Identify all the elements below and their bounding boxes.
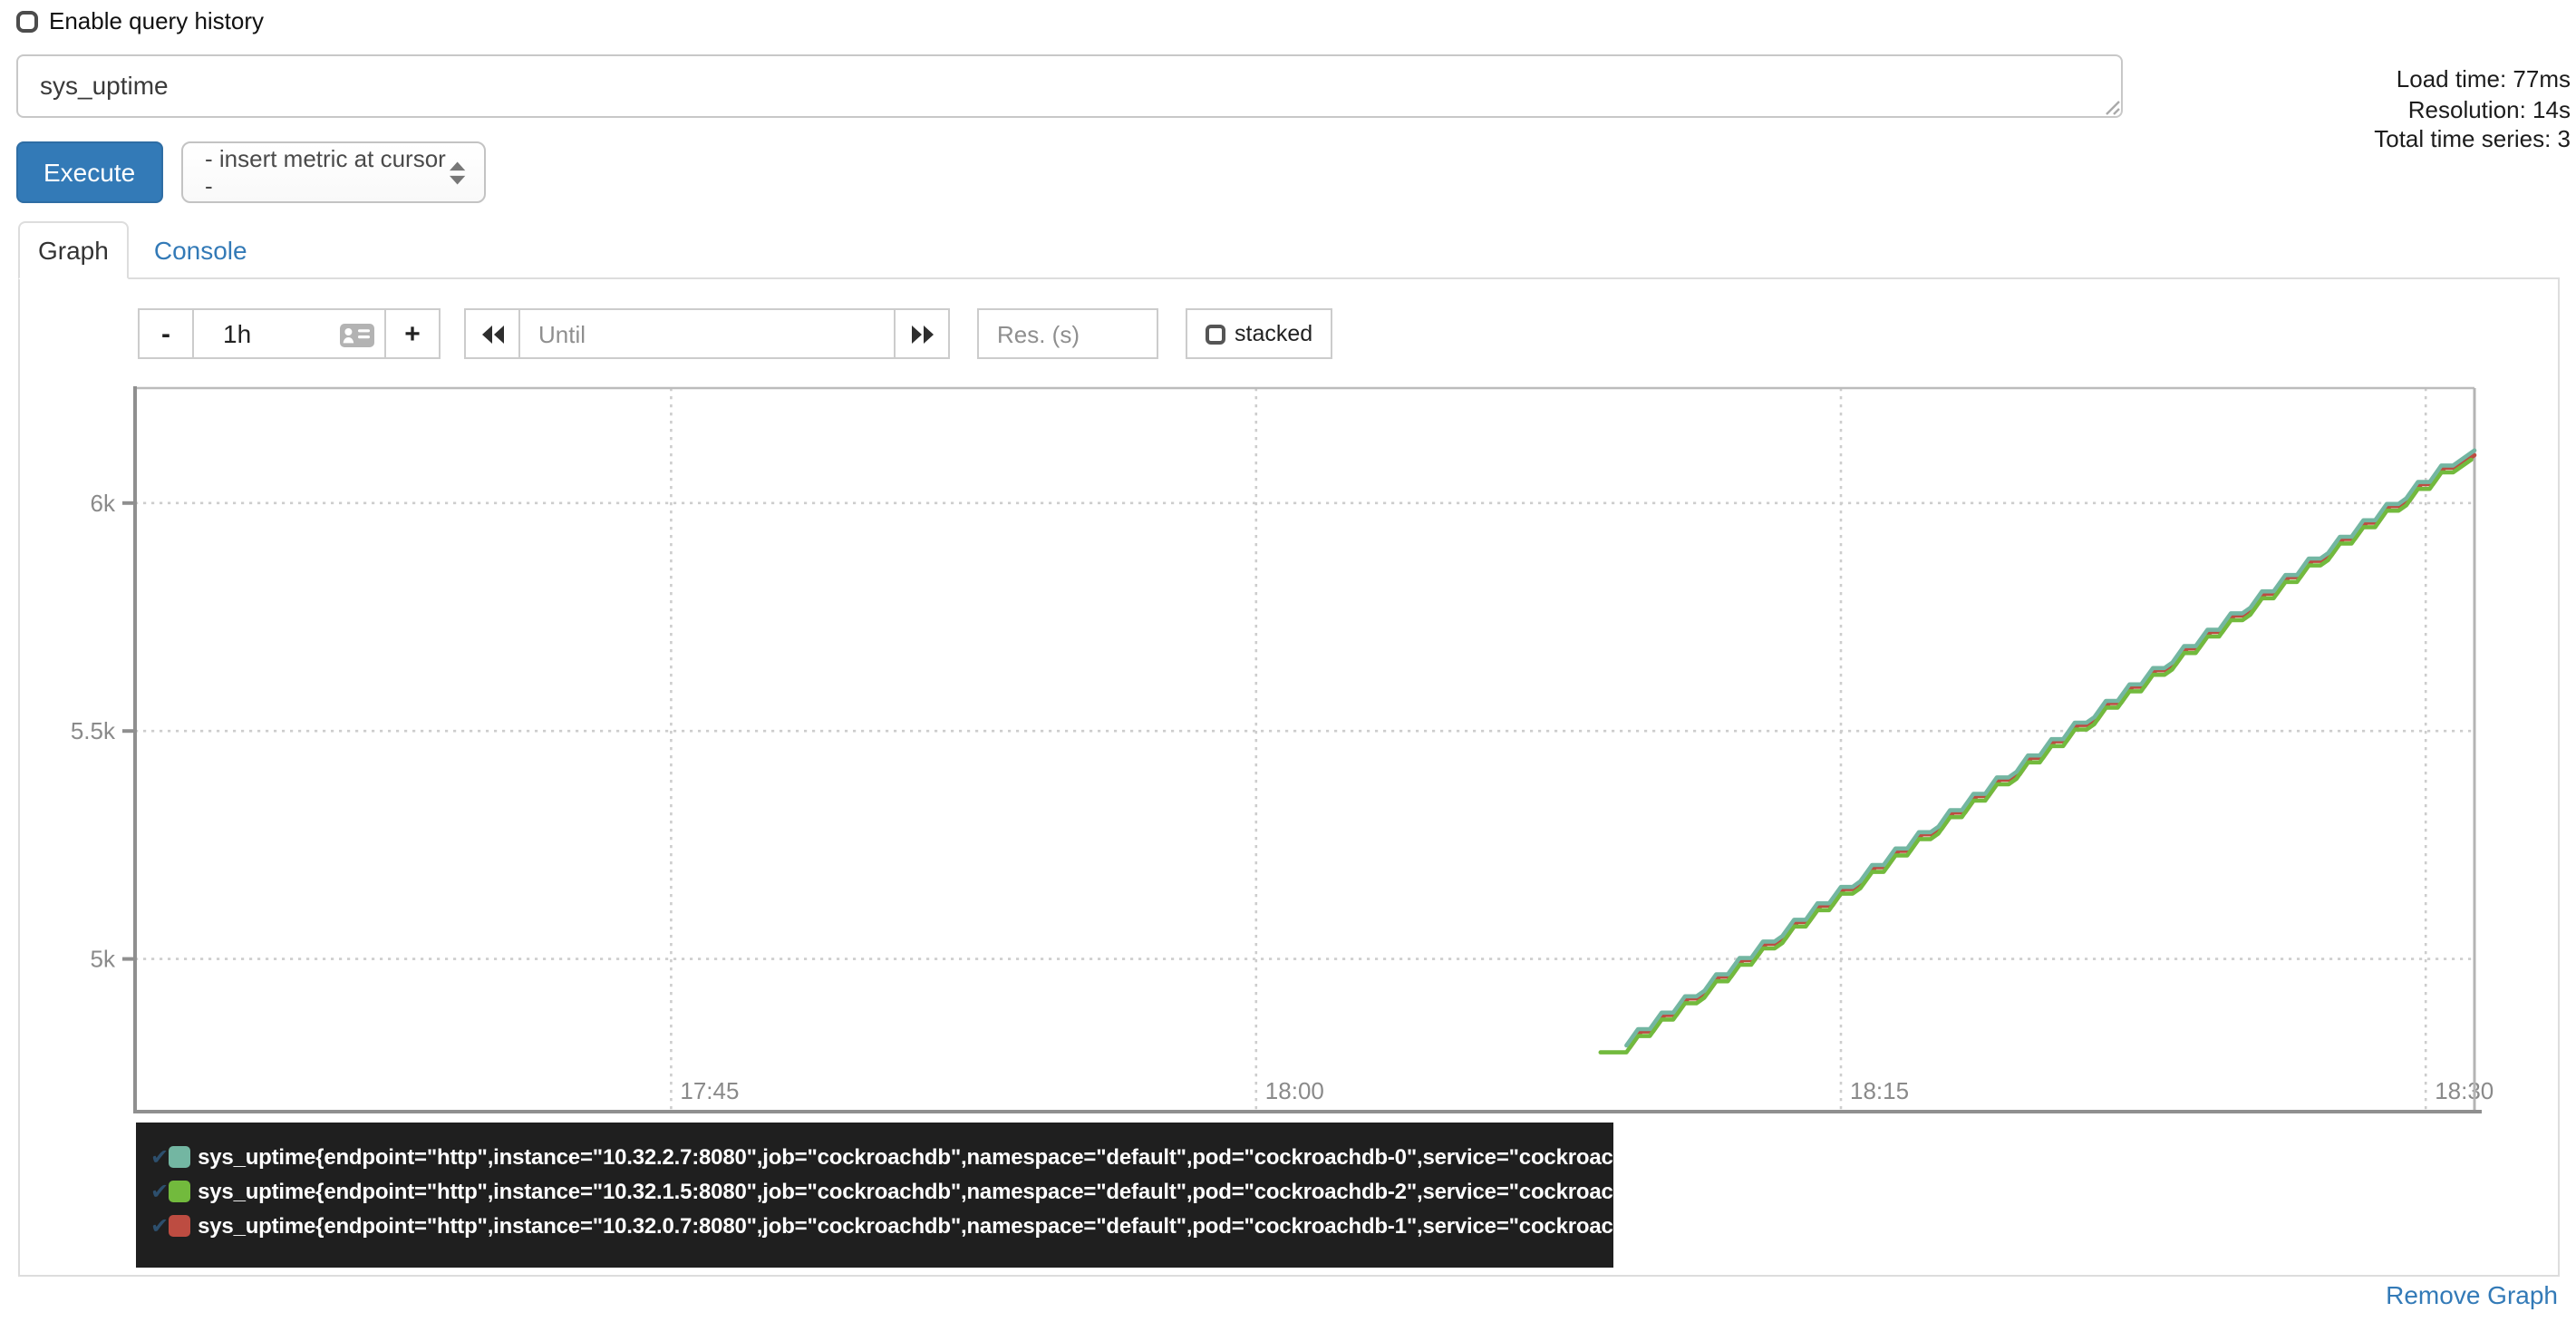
series-swatch-icon xyxy=(169,1180,191,1201)
series-swatch-icon xyxy=(169,1145,191,1167)
chart-legend: ✔ sys_uptime{endpoint="http",instance="1… xyxy=(136,1123,1671,1268)
tab-graph[interactable]: Graph xyxy=(18,221,129,279)
time-forward-button[interactable] xyxy=(894,308,950,359)
legend-row[interactable]: ✔ sys_uptime{endpoint="http",instance="1… xyxy=(150,1139,1671,1173)
tab-console[interactable]: Console xyxy=(153,236,247,265)
legend-row[interactable]: ✔ sys_uptime{endpoint="http",instance="1… xyxy=(150,1208,1671,1242)
rewind-icon xyxy=(481,325,503,343)
query-stats: Load time: 77ms Resolution: 14s Total ti… xyxy=(2374,65,2571,155)
series-label: sys_uptime{endpoint="http",instance="10.… xyxy=(198,1143,1671,1169)
graph-controls: - + xyxy=(138,308,1333,359)
total-series-stat: Total time series: 3 xyxy=(2374,125,2571,152)
stacked-label: stacked xyxy=(1235,321,1313,346)
legend-row[interactable]: ✔ sys_uptime{endpoint="http",instance="1… xyxy=(150,1173,1671,1208)
range-increase-button[interactable]: + xyxy=(384,308,441,359)
resolution-stat: Resolution: 14s xyxy=(2407,95,2571,122)
insert-metric-dropdown[interactable]: - insert metric at cursor - xyxy=(181,141,486,203)
until-input[interactable] xyxy=(518,308,896,359)
result-tabs: Graph Console xyxy=(18,221,2560,279)
check-icon: ✔ xyxy=(150,1143,169,1169)
select-arrows-icon xyxy=(450,160,466,184)
check-icon: ✔ xyxy=(150,1212,169,1238)
textarea-resize-handle-icon[interactable] xyxy=(2103,98,2121,116)
expression-input[interactable]: sys_uptime xyxy=(16,54,2123,118)
resolution-input[interactable] xyxy=(977,308,1158,359)
stacked-toggle[interactable]: stacked xyxy=(1186,308,1333,359)
execute-button[interactable]: Execute xyxy=(16,141,163,203)
check-icon: ✔ xyxy=(150,1178,169,1203)
fast-forward-icon xyxy=(911,325,933,343)
range-input-wrap xyxy=(192,308,386,359)
query-history-row: Enable query history xyxy=(16,7,264,34)
range-decrease-button[interactable]: - xyxy=(138,308,194,359)
load-time-stat: Load time: 77ms xyxy=(2396,65,2571,92)
series-label: sys_uptime{endpoint="http",instance="10.… xyxy=(198,1178,1671,1203)
enable-query-history-checkbox[interactable] xyxy=(16,10,38,32)
autofill-card-icon[interactable] xyxy=(339,323,375,348)
remove-graph-link[interactable]: Remove Graph xyxy=(2386,1280,2558,1309)
stacked-checkbox-icon xyxy=(1206,324,1225,344)
enable-query-history-label: Enable query history xyxy=(49,7,265,34)
insert-metric-dropdown-label: - insert metric at cursor - xyxy=(205,145,446,199)
series-label: sys_uptime{endpoint="http",instance="10.… xyxy=(198,1212,1671,1238)
time-back-button[interactable] xyxy=(464,308,520,359)
series-swatch-icon xyxy=(169,1214,191,1236)
